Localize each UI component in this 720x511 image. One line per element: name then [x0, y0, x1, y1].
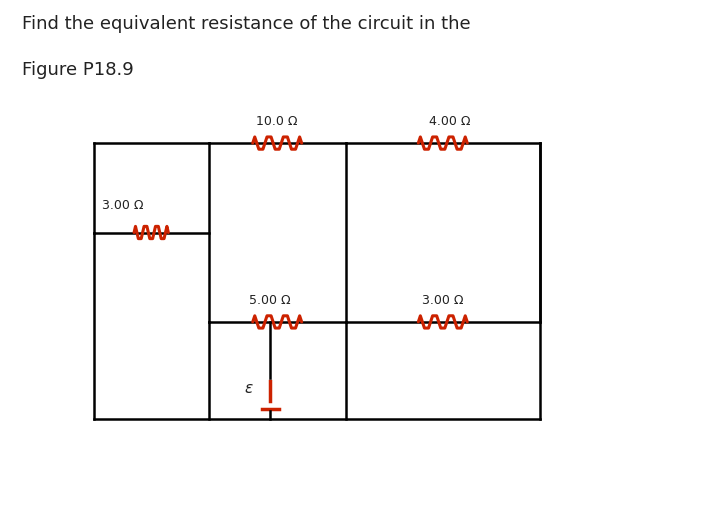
Text: 10.0 Ω: 10.0 Ω — [256, 115, 298, 128]
Text: 4.00 Ω: 4.00 Ω — [429, 115, 471, 128]
Text: Find the equivalent resistance of the circuit in the: Find the equivalent resistance of the ci… — [22, 15, 470, 33]
Text: 5.00 Ω: 5.00 Ω — [249, 294, 291, 307]
Text: ε: ε — [244, 381, 252, 396]
Text: 3.00 Ω: 3.00 Ω — [422, 294, 464, 307]
Text: Figure P18.9: Figure P18.9 — [22, 61, 133, 79]
Text: 3.00 Ω: 3.00 Ω — [102, 199, 143, 212]
